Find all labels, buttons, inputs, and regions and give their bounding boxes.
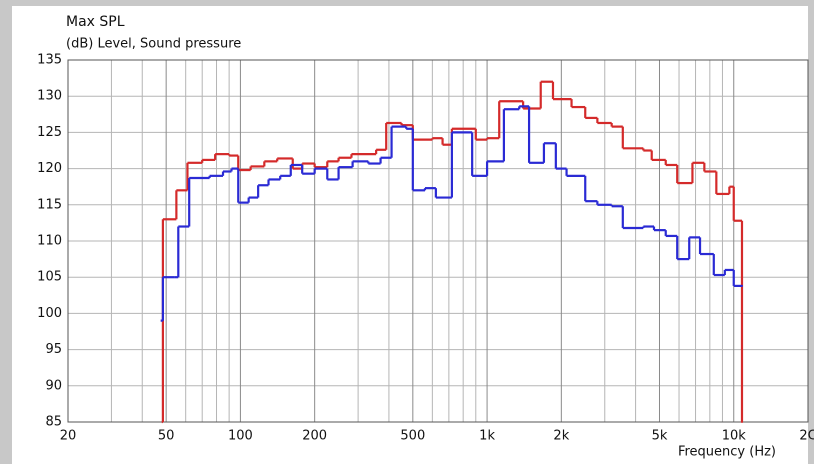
x-tick-label: 2k (553, 429, 569, 444)
end-point (740, 284, 743, 287)
plot-frame (67, 59, 809, 423)
y-tick-label: 120 (37, 161, 62, 176)
y-tick-label: 90 (45, 378, 62, 393)
x-tick-label: 20 (60, 429, 77, 444)
chart-title: Max SPL (66, 14, 125, 30)
y-tick-label: 95 (45, 342, 62, 357)
chart-subtitle: (dB) Level, Sound pressure (66, 37, 241, 52)
y-tick-label: 105 (37, 270, 62, 285)
y-tick-label: 85 (45, 415, 62, 430)
y-tick-label: 110 (37, 234, 62, 249)
x-tick-label: 50 (158, 429, 175, 444)
y-tick-label: 130 (37, 89, 62, 104)
x-tick-label: 2C (799, 429, 814, 444)
x-axis-label: Frequency (Hz) (678, 445, 776, 460)
y-tick-label: 100 (37, 306, 62, 321)
x-tick-label: 10k (722, 429, 747, 444)
x-tick-label: 1k (479, 429, 495, 444)
y-tick-label: 125 (37, 125, 62, 140)
chart-background (12, 6, 808, 464)
x-tick-label: 500 (400, 429, 425, 444)
x-tick-label: 5k (652, 429, 668, 444)
x-tick-label: 100 (228, 429, 253, 444)
y-tick-label: 115 (37, 197, 62, 212)
y-tick-label: 135 (37, 53, 62, 68)
end-point (740, 421, 743, 423)
x-tick-label: 200 (302, 429, 327, 444)
